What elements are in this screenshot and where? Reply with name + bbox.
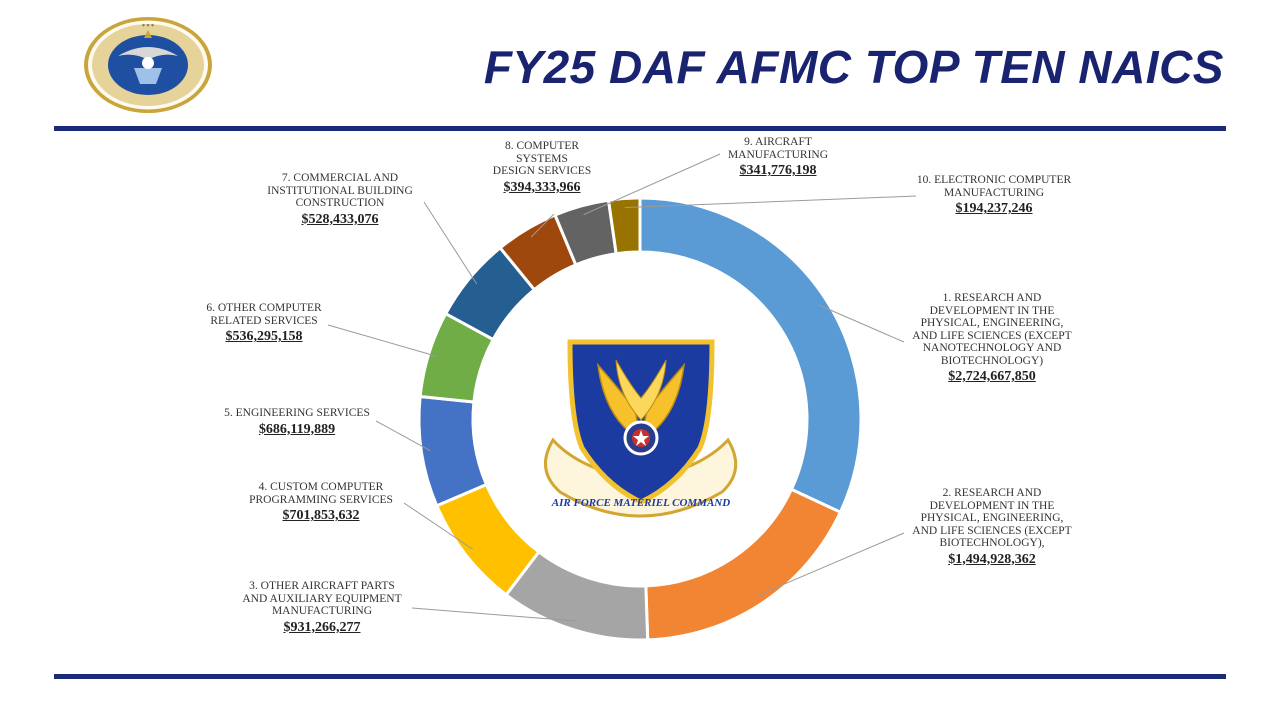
slice-value-1: $2,724,667,850 bbox=[948, 369, 1036, 384]
slice-value-5: $686,119,889 bbox=[258, 421, 336, 437]
slice-label-5: 5. ENGINEERING SERVICES $686,119,889 bbox=[214, 407, 380, 438]
slice-category-3: 3. OTHER AIRCRAFT PARTS AND AUXILIARY EQ… bbox=[242, 580, 402, 617]
slice-label-1: 1. RESEARCH AND DEVELOPMENT IN THE PHYSI… bbox=[912, 292, 1072, 385]
svg-text:* * *: * * * bbox=[142, 24, 154, 30]
leader-line-5 bbox=[375, 420, 431, 452]
leader-line-3 bbox=[411, 607, 576, 622]
slice-category-1: 1. RESEARCH AND DEVELOPMENT IN THE PHYSI… bbox=[912, 292, 1072, 367]
leader-line-4 bbox=[403, 502, 474, 550]
slice-label-9: 9. AIRCRAFT MANUFACTURING $341,776,198 bbox=[718, 136, 838, 179]
top-divider bbox=[54, 126, 1226, 131]
slide-title: FY25 DAF AFMC TOP TEN NAICS bbox=[483, 41, 1224, 93]
leader-line-8 bbox=[530, 213, 555, 238]
slice-category-10: 10. ELECTRONIC COMPUTER MANUFACTURING bbox=[916, 174, 1072, 199]
leader-line-10 bbox=[624, 195, 917, 209]
leader-line-9 bbox=[583, 153, 721, 216]
leader-line-1 bbox=[818, 304, 905, 343]
slice-value-8: $394,333,966 bbox=[503, 179, 581, 195]
bottom-divider bbox=[54, 674, 1226, 679]
slice-category-8: 8. COMPUTER SYSTEMS DESIGN SERVICES bbox=[492, 140, 592, 177]
slice-category-5: 5. ENGINEERING SERVICES bbox=[224, 407, 370, 419]
department-of-the-air-force-seal: * * * bbox=[84, 17, 212, 113]
slice-label-2: 2. RESEARCH AND DEVELOPMENT IN THE PHYSI… bbox=[912, 487, 1072, 568]
slice-value-9: $341,776,198 bbox=[739, 163, 817, 178]
donut-slice-5 bbox=[417, 394, 489, 508]
slice-label-7: 7. COMMERCIAL AND INSTITUTIONAL BUILDING… bbox=[262, 172, 418, 228]
slice-label-6: 6. OTHER COMPUTER RELATED SERVICES $536,2… bbox=[196, 302, 332, 345]
slice-value-2: $1,494,928,362 bbox=[948, 551, 1036, 567]
slice-value-6: $536,295,158 bbox=[225, 329, 303, 344]
slice-category-9: 9. AIRCRAFT MANUFACTURING bbox=[727, 136, 829, 161]
slice-category-6: 6. OTHER COMPUTER RELATED SERVICES bbox=[206, 302, 322, 327]
leader-line-6 bbox=[327, 324, 438, 357]
slice-value-3: $931,266,277 bbox=[283, 619, 361, 635]
slice-category-7: 7. COMMERCIAL AND INSTITUTIONAL BUILDING… bbox=[267, 172, 413, 209]
afmc-emblem: AIR FORCE MATERIEL COMMAND bbox=[544, 339, 738, 518]
leader-line-2 bbox=[756, 532, 905, 597]
slice-value-10: $194,237,246 bbox=[955, 201, 1033, 216]
slice-value-7: $528,433,076 bbox=[301, 211, 379, 227]
slice-value-4: $701,853,632 bbox=[282, 508, 360, 523]
svg-text:AIR FORCE MATERIEL COMMAND: AIR FORCE MATERIEL COMMAND bbox=[551, 497, 730, 509]
slice-label-10: 10. ELECTRONIC COMPUTER MANUFACTURING $19… bbox=[916, 174, 1072, 217]
leader-line-7 bbox=[423, 201, 478, 285]
slice-label-3: 3. OTHER AIRCRAFT PARTS AND AUXILIARY EQ… bbox=[232, 580, 412, 636]
slice-category-4: 4. CUSTOM COMPUTER PROGRAMMING SERVICES bbox=[249, 481, 393, 506]
slice-label-4: 4. CUSTOM COMPUTER PROGRAMMING SERVICES $… bbox=[246, 481, 396, 524]
slice-category-2: 2. RESEARCH AND DEVELOPMENT IN THE PHYSI… bbox=[912, 487, 1072, 549]
slice-label-8: 8. COMPUTER SYSTEMS DESIGN SERVICES $394,… bbox=[480, 140, 604, 196]
